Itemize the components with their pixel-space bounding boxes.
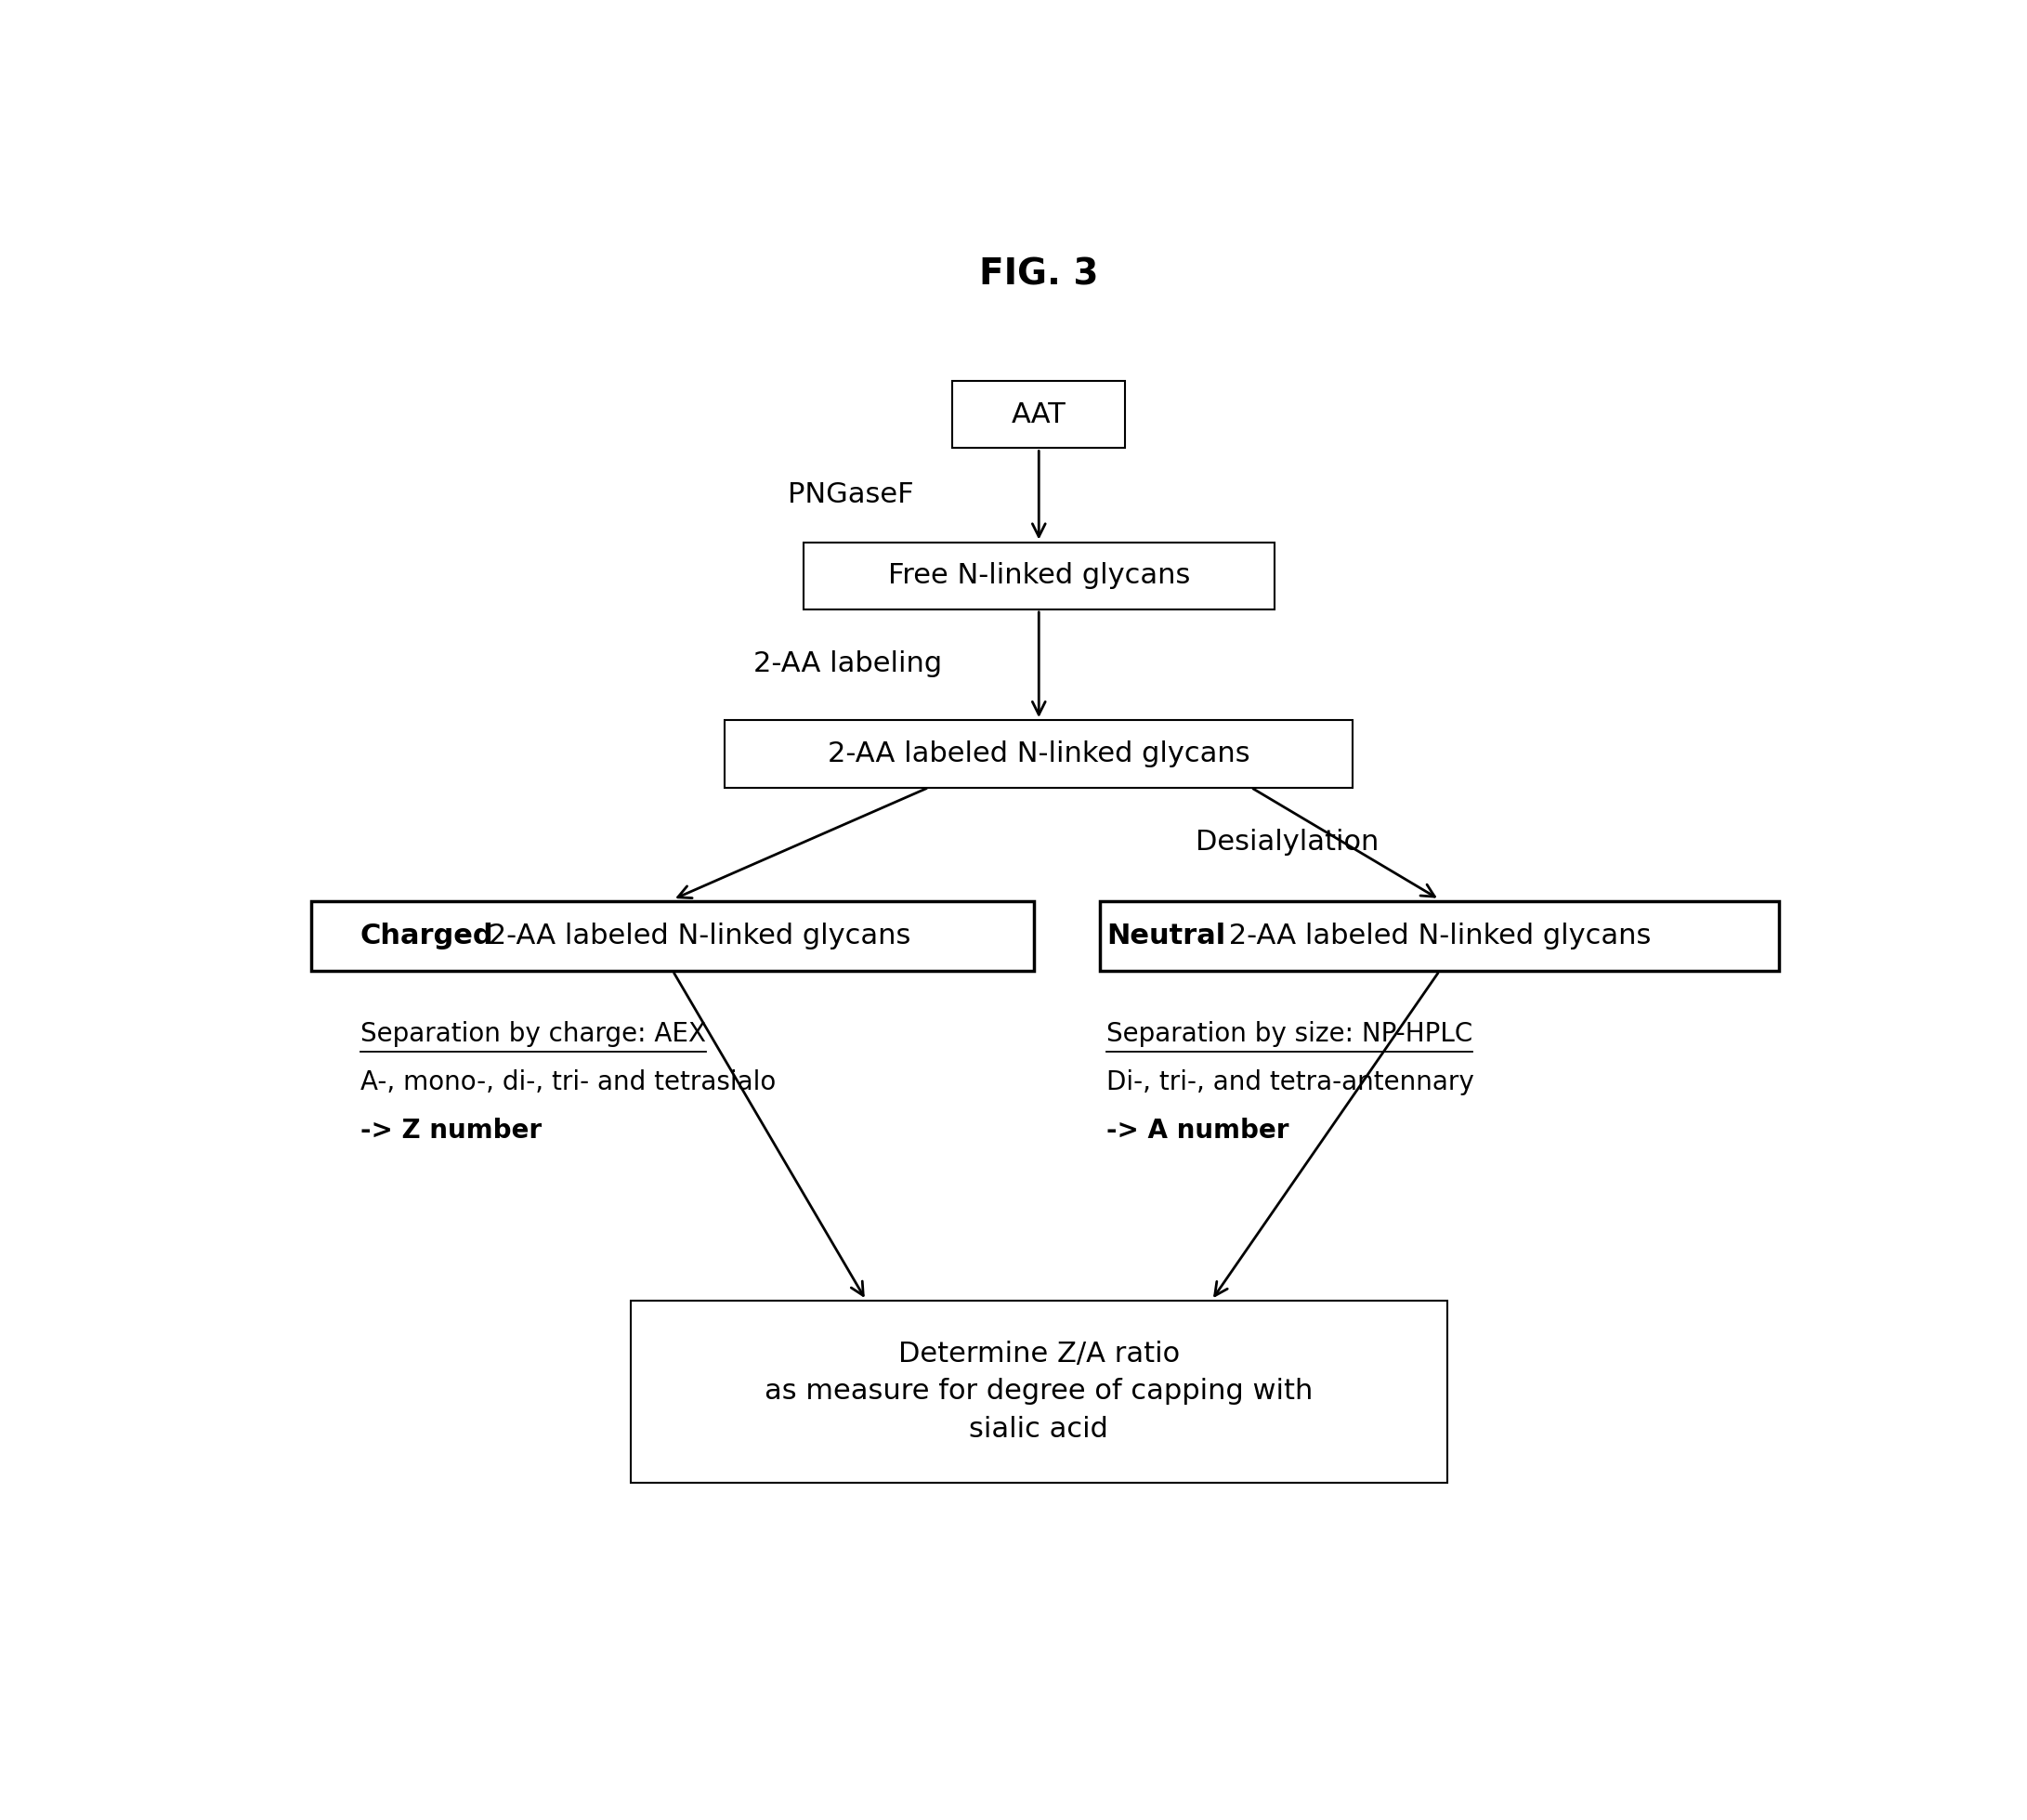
Text: Neutral: Neutral (1107, 923, 1226, 950)
Text: A-, mono-, di-, tri- and tetrasialo: A-, mono-, di-, tri- and tetrasialo (361, 1068, 776, 1096)
Bar (312, 901, 1034, 970)
Text: FIG. 3: FIG. 3 (979, 257, 1099, 291)
Text: 2-AA labeling: 2-AA labeling (752, 650, 943, 677)
Bar (726, 721, 1354, 788)
Bar (953, 380, 1125, 448)
Text: Charged: Charged (361, 923, 495, 950)
Bar (803, 542, 1275, 610)
Text: -> Z number: -> Z number (361, 1117, 541, 1145)
Text: -> A number: -> A number (1107, 1117, 1289, 1145)
Text: PNGaseF: PNGaseF (786, 480, 914, 508)
Text: Desialylation: Desialylation (1196, 828, 1378, 855)
Text: Di-, tri-, and tetra-antennary: Di-, tri-, and tetra-antennary (1107, 1068, 1474, 1096)
Text: 2-AA labeled N-linked glycans: 2-AA labeled N-linked glycans (827, 741, 1251, 768)
Text: AAT: AAT (1011, 400, 1066, 428)
Text: 2-AA labeled N-linked glycans: 2-AA labeled N-linked glycans (480, 923, 910, 950)
Text: 2-AA labeled N-linked glycans: 2-AA labeled N-linked glycans (1220, 923, 1650, 950)
Bar (1101, 901, 1780, 970)
Text: Separation by size: NP-HPLC: Separation by size: NP-HPLC (1107, 1021, 1474, 1048)
Text: Determine Z/A ratio
as measure for degree of capping with
sialic acid: Determine Z/A ratio as measure for degre… (764, 1340, 1313, 1443)
Bar (630, 1299, 1447, 1483)
Text: Separation by charge: AEX: Separation by charge: AEX (361, 1021, 705, 1048)
Text: Free N-linked glycans: Free N-linked glycans (888, 562, 1190, 590)
